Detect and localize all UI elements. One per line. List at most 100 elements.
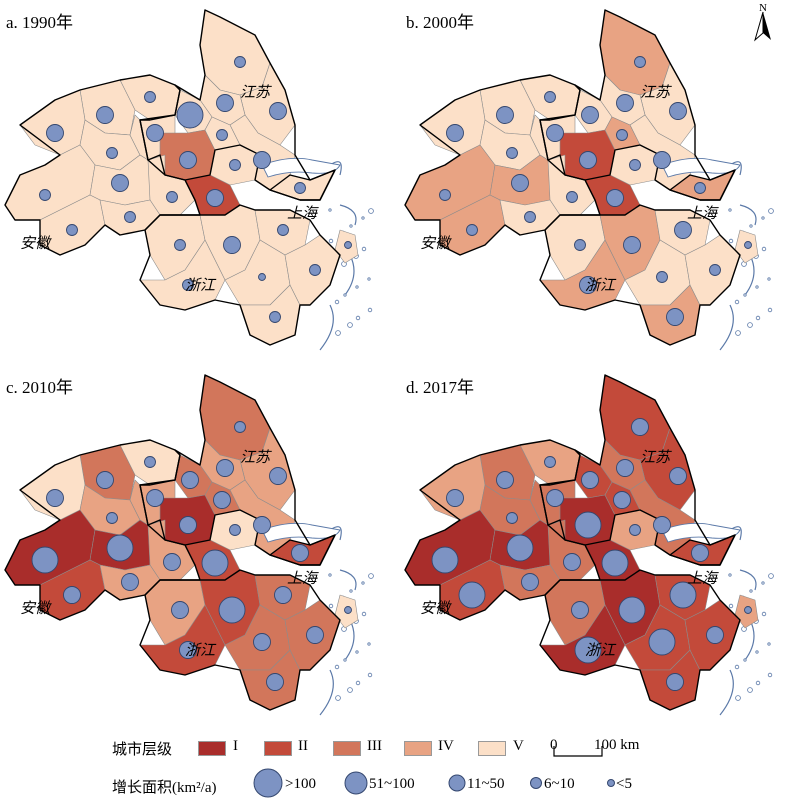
island [747,687,753,693]
panel-title: b. 2000年 [406,13,474,32]
island [755,650,759,654]
growth-circle [344,241,352,249]
growth-circle [446,489,464,507]
growth-circle [182,279,194,291]
growth-circle [269,311,281,323]
growth-circle [229,524,241,536]
growth-circle [466,224,478,236]
province-boundary [404,74,601,256]
island [334,664,340,670]
growth-circle [666,673,684,691]
legend-tier-label: IV [438,738,454,754]
growth-circle [144,91,156,103]
island [355,650,359,654]
growth-circle [581,106,599,124]
island [349,224,353,228]
island [355,680,361,686]
province-label: 江苏 [640,83,672,101]
island [767,672,773,678]
island [728,573,732,577]
growth-circle [544,456,556,468]
growth-circle [46,489,64,507]
coastline [319,526,357,716]
bubble-size-5-icon [607,779,615,787]
growth-circle [121,573,139,591]
growth-circle [174,239,186,251]
island [728,238,734,244]
island [761,216,765,220]
province-boundary [539,204,741,346]
growth-circle [618,596,646,624]
coastline [319,161,357,351]
growth-circle [574,636,602,664]
growth-circle [496,106,514,124]
province-label: 上海 [287,204,319,222]
legend-bubble-label: 6~10 [544,776,575,792]
growth-circle [213,491,231,509]
growth-circle [269,467,287,485]
growth-circle [144,456,156,468]
legend-tier-label: II [298,738,308,754]
growth-circle [106,534,134,562]
growth-circle [563,553,581,571]
island [747,322,753,328]
growth-circle [653,151,671,169]
province-label: 上海 [687,204,719,222]
growth-circle [66,224,78,236]
growth-circle [431,546,459,574]
island [343,293,347,297]
island [334,299,340,305]
province-boundary [669,534,736,566]
island [335,695,341,701]
growth-circle [544,91,556,103]
province-label: 浙江 [185,276,217,294]
growth-circle [656,271,668,283]
growth-circle [166,191,178,203]
growth-circle [616,129,628,141]
north-arrow-label: N [759,2,767,14]
growth-circle [629,524,641,536]
bubble-size-4-icon [530,777,542,789]
growth-circle [146,124,164,142]
growth-circle [506,512,518,524]
growth-circle [574,239,586,251]
island [347,322,353,328]
island [328,208,332,212]
island [361,611,367,617]
province-label: 安徽 [20,234,52,252]
legend-swatch-tier-3 [333,741,361,756]
growth-circle [579,276,597,294]
island [743,293,747,297]
island [361,246,367,252]
legend: 城市层级 I II III IV V 0 100 km 增长面积(km²/a) … [0,730,800,801]
legend-swatch-tier-5 [478,741,506,756]
bubble-size-3-icon [448,774,466,792]
growth-circle [106,512,118,524]
island [735,695,741,701]
island [749,224,753,228]
growth-circle [616,94,634,112]
island [767,277,771,281]
north-arrow-icon: N [752,0,774,44]
panel-title: d. 2017年 [406,378,474,397]
growth-circle [669,581,697,609]
province-boundary [269,534,336,566]
province-label: 浙江 [185,641,217,659]
growth-circle [179,641,197,659]
growth-circle [179,516,197,534]
island [343,658,347,662]
province-boundary [139,569,341,711]
growth-circle [111,174,129,192]
island [355,285,359,289]
island [368,208,374,214]
province-boundary [139,204,341,346]
island [328,573,332,577]
growth-circle [274,586,292,604]
growth-circle [309,264,321,276]
growth-circle [744,241,752,249]
growth-circle [669,102,687,120]
growth-circle [571,601,589,619]
growth-circle [206,189,224,207]
